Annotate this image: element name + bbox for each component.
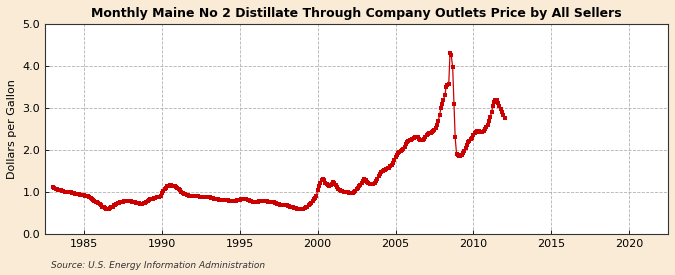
Y-axis label: Dollars per Gallon: Dollars per Gallon [7,79,17,179]
Text: Source: U.S. Energy Information Administration: Source: U.S. Energy Information Administ… [51,260,265,270]
Title: Monthly Maine No 2 Distillate Through Company Outlets Price by All Sellers: Monthly Maine No 2 Distillate Through Co… [91,7,622,20]
